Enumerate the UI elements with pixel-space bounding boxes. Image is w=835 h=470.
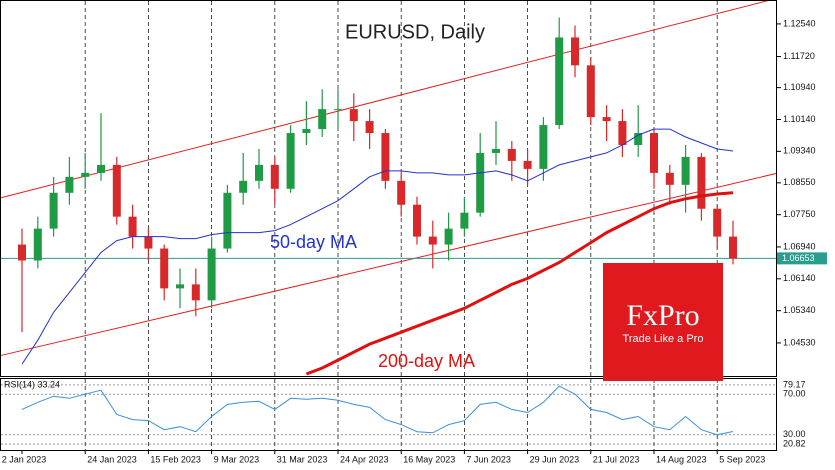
x-tick-label: 7 Jun 2023 xyxy=(466,454,511,464)
candle-body xyxy=(681,156,690,185)
candle-body xyxy=(428,236,437,245)
last-price-label: 1.06653 xyxy=(782,253,815,263)
rsi-tick-label: 79.17 xyxy=(783,379,806,389)
candle-body xyxy=(160,248,169,289)
logo-box xyxy=(603,263,723,381)
y-tick-label: 1.12540 xyxy=(783,18,816,28)
candle-body xyxy=(539,125,548,169)
y-tick-label: 1.08550 xyxy=(783,177,816,187)
price-panel-frame xyxy=(0,0,777,377)
candle-body xyxy=(729,236,737,259)
candle-body xyxy=(665,172,674,185)
y-tick-label: 1.06940 xyxy=(783,241,816,251)
candle-body xyxy=(239,180,248,193)
candle-body xyxy=(523,160,532,169)
y-tick-label: 1.05340 xyxy=(783,305,816,315)
candle-body xyxy=(270,164,279,189)
candle-body xyxy=(128,216,137,237)
x-tick-label: 16 May 2023 xyxy=(403,454,455,464)
candle-body xyxy=(65,176,74,193)
x-tick-label: 21 Jul 2023 xyxy=(593,454,640,464)
candle-body xyxy=(207,248,216,301)
candle-body xyxy=(507,148,516,161)
y-tick-label: 1.07750 xyxy=(783,209,816,219)
candle-body xyxy=(49,192,58,229)
moving-average-line xyxy=(305,191,734,376)
y-tick-label: 1.11720 xyxy=(783,51,815,61)
candle-body xyxy=(492,148,500,153)
y-tick-label: 1.10140 xyxy=(783,114,816,124)
candle-body xyxy=(318,109,327,130)
y-tick-label: 1.10940 xyxy=(783,82,816,92)
chart-title: EURUSD, Daily xyxy=(345,21,485,43)
y-tick-label: 1.04530 xyxy=(783,337,816,347)
ma-label: 200-day MA xyxy=(378,351,475,371)
x-tick-label: 24 Jan 2023 xyxy=(87,454,137,464)
candle-body xyxy=(81,172,90,177)
x-tick-label: 14 Aug 2023 xyxy=(656,454,707,464)
candle-body xyxy=(255,164,263,181)
candle-body xyxy=(571,37,579,66)
ma-label: 50-day MA xyxy=(270,232,357,252)
candle-body xyxy=(223,192,232,249)
rsi-tick-label: 30.00 xyxy=(783,429,806,439)
rsi-panel-frame xyxy=(0,378,777,451)
x-tick-label: 2 Jan 2023 xyxy=(2,454,47,464)
candle-body xyxy=(365,121,374,134)
candle-body xyxy=(381,133,390,181)
channel-line xyxy=(0,172,778,356)
candle-body xyxy=(18,244,26,261)
logo-brand: FxPro xyxy=(626,299,699,332)
rsi-tick-label: 20.82 xyxy=(783,438,806,448)
rsi-line xyxy=(21,385,734,436)
candle-body xyxy=(555,37,564,126)
candle-body xyxy=(286,133,295,189)
candle-body xyxy=(33,228,42,261)
candle-body xyxy=(634,133,643,145)
candle-body xyxy=(349,109,358,122)
candle-body xyxy=(191,284,200,301)
candle-body xyxy=(176,284,184,289)
x-tick-label: 31 Mar 2023 xyxy=(277,454,328,464)
candle-body xyxy=(444,228,453,245)
candle-body xyxy=(397,180,406,205)
candle-body xyxy=(697,156,706,209)
x-tick-label: 29 Jun 2023 xyxy=(530,454,580,464)
candle-body xyxy=(302,129,311,134)
candle-body xyxy=(602,117,611,122)
y-tick-label: 1.09340 xyxy=(783,146,816,156)
candle-body xyxy=(112,164,121,217)
candle-body xyxy=(476,152,485,213)
candle-body xyxy=(460,212,469,229)
candle-body xyxy=(618,121,627,145)
candle-body xyxy=(144,236,153,249)
rsi-title: RSI(14) 33.24 xyxy=(4,379,60,389)
moving-average-line xyxy=(21,128,734,365)
candle-body xyxy=(334,109,342,111)
x-tick-label: 5 Sep 2023 xyxy=(719,454,765,464)
x-tick-label: 15 Feb 2023 xyxy=(150,454,201,464)
candle-body xyxy=(586,65,595,118)
x-tick-label: 24 Apr 2023 xyxy=(340,454,389,464)
candle-body xyxy=(97,164,105,173)
rsi-tick-label: 70.00 xyxy=(783,389,806,399)
x-tick-label: 9 Mar 2023 xyxy=(214,454,260,464)
candle-body xyxy=(713,208,722,237)
logo-tagline: Trade Like a Pro xyxy=(623,333,704,345)
last-price-box xyxy=(777,252,827,265)
y-tick-label: 1.06140 xyxy=(783,273,816,283)
channel-line xyxy=(0,0,773,199)
candle-body xyxy=(650,133,658,173)
candle-body xyxy=(413,204,421,237)
